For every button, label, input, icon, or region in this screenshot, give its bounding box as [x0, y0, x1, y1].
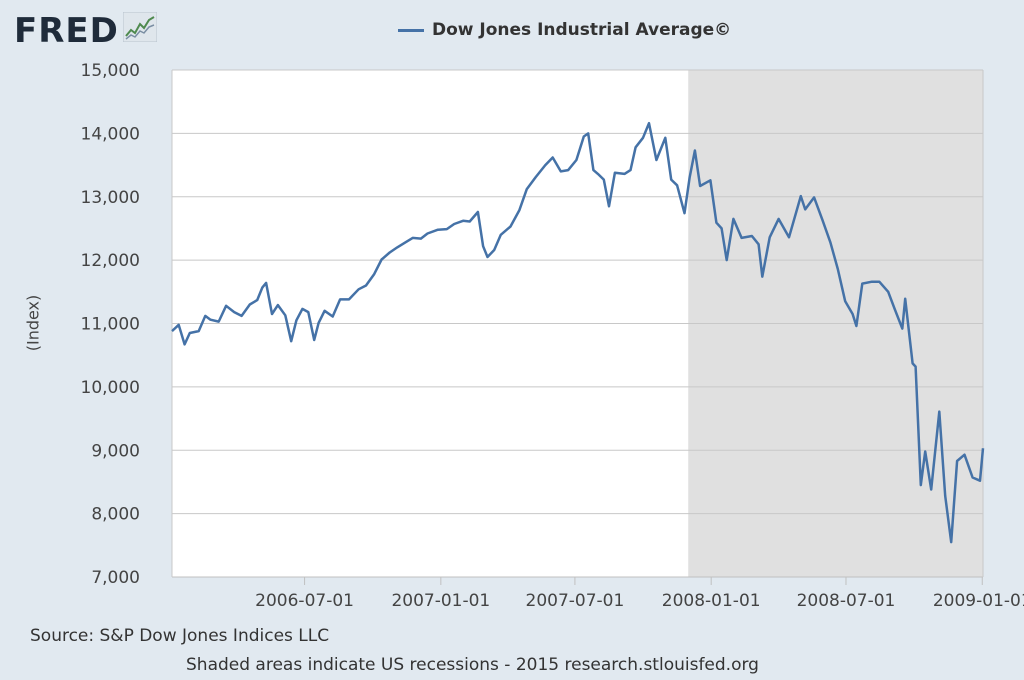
fred-logo[interactable]: FRED	[14, 11, 158, 51]
source-note[interactable]: Source: S&P Dow Jones Indices LLC	[30, 626, 330, 646]
y-tick-label: 7,000	[91, 568, 140, 588]
x-tick-label: 2007-01-01	[391, 591, 490, 611]
chart-legend[interactable]: Dow Jones Industrial Average©	[398, 20, 731, 40]
chart-title: Dow Jones Industrial Average©	[432, 20, 732, 40]
y-tick-label: 11,000	[81, 315, 140, 335]
x-tick-label: 2008-07-01	[797, 591, 896, 611]
y-tick-label: 15,000	[81, 61, 140, 81]
y-tick-label: 12,000	[81, 251, 140, 271]
x-tick-label: 2007-07-01	[526, 591, 625, 611]
y-tick-label: 14,000	[81, 124, 140, 144]
y-tick-label: 9,000	[91, 441, 140, 461]
y-tick-label: 13,000	[81, 188, 140, 208]
y-tick-label: 10,000	[81, 378, 140, 398]
line-graph-icon	[122, 11, 158, 46]
x-tick-label: 2008-01-01	[662, 591, 761, 611]
x-tick-label: 2006-07-01	[255, 591, 354, 611]
y-axis-label: (Index)	[23, 294, 43, 352]
series-line	[171, 121, 985, 544]
y-tick-label: 8,000	[91, 505, 140, 525]
recession-note: Shaded areas indicate US recessions - 20…	[186, 655, 759, 675]
legend-swatch	[398, 28, 424, 32]
x-tick-label: 2009-01-01	[933, 591, 1024, 611]
logo-text: FRED	[14, 11, 119, 51]
